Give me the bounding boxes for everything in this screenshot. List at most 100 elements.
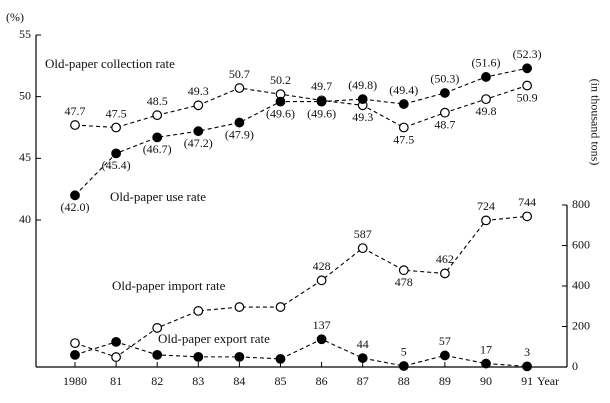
data-point: [440, 88, 450, 98]
data-point: [522, 63, 532, 74]
x-tick-label: 89: [439, 374, 451, 388]
data-point: [481, 72, 491, 82]
value-label: 587: [354, 227, 372, 241]
data-point: [152, 323, 163, 333]
y2-axis-label: (in thousand tons): [588, 79, 602, 166]
series-line: [74, 85, 528, 129]
x-tick-label: 85: [275, 374, 287, 388]
value-label: 3: [524, 345, 530, 359]
x-tick-label: 81: [110, 374, 122, 388]
data-point: [275, 302, 286, 312]
data-point: [111, 148, 121, 159]
data-point: [398, 361, 409, 371]
value-label: 478: [395, 275, 413, 289]
y2-tick-label: 200: [572, 318, 590, 332]
value-label: (49.6): [307, 106, 336, 120]
data-point: [70, 190, 80, 201]
value-label: 49.8: [476, 104, 497, 118]
value-label: (45.4): [102, 158, 131, 172]
x-tick-label: 1980: [63, 374, 87, 388]
data-point: [152, 349, 163, 360]
value-label: 50.9: [517, 90, 538, 104]
data-point: [316, 334, 327, 345]
value-label: (49.6): [266, 106, 295, 120]
x-tick-label: 83: [192, 374, 204, 388]
value-label: 44: [357, 337, 369, 351]
data-point: [357, 353, 368, 363]
data-point: [522, 80, 532, 91]
data-point: [111, 122, 121, 133]
value-label: 49.3: [188, 84, 209, 98]
data-point: [398, 122, 409, 133]
data-point: [316, 96, 327, 107]
y-tick-label: 55: [19, 27, 31, 41]
data-point: [440, 350, 450, 361]
y2-tick-label: 800: [572, 197, 590, 211]
value-label: 47.7: [65, 104, 86, 118]
value-label: 744: [518, 195, 536, 209]
value-label: 47.5: [393, 132, 414, 146]
data-point: [234, 83, 245, 93]
data-point: [111, 336, 121, 347]
data-point: [481, 215, 491, 226]
data-point: [70, 349, 80, 360]
data-point: [193, 126, 204, 137]
data-point: [522, 211, 532, 222]
value-label: 428: [313, 259, 331, 273]
value-label: 462: [436, 252, 454, 266]
y-axis-label: (%): [6, 10, 24, 24]
value-label: (47.2): [184, 136, 213, 150]
y-tick-label: 50: [19, 88, 31, 102]
y2-tick-label: 0: [572, 359, 578, 373]
data-point: [152, 132, 163, 143]
value-label: 48.5: [147, 94, 168, 108]
series-line: [74, 67, 528, 196]
x-tick-label: 91: [521, 374, 533, 388]
value-label: 137: [313, 318, 331, 332]
data-point: [398, 99, 409, 109]
y-tick-label: 40: [19, 212, 31, 226]
x-tick-label: 84: [233, 374, 245, 388]
series-name: Old-paper export rate: [158, 331, 270, 346]
x-tick-label: 82: [151, 374, 163, 388]
data-point: [440, 107, 450, 118]
x-tick-label: 90: [480, 374, 492, 388]
y2-tick-label: 400: [572, 278, 590, 292]
x-tick-label: 88: [398, 374, 410, 388]
data-point: [357, 243, 368, 254]
value-label: 50.7: [229, 67, 250, 81]
x-tick-label: 86: [316, 374, 328, 388]
value-label: (42.0): [61, 200, 90, 214]
data-point: [234, 117, 245, 128]
value-label: 724: [477, 199, 495, 213]
value-label: (51.6): [472, 56, 501, 70]
series-line: [74, 338, 528, 367]
data-point: [234, 302, 245, 312]
value-label: 48.7: [434, 117, 455, 131]
series-name: Old-paper import rate: [112, 278, 226, 293]
value-label: (46.7): [143, 142, 172, 156]
data-point: [111, 352, 121, 362]
y2-tick-label: 600: [572, 237, 590, 251]
data-point: [70, 120, 80, 130]
series-name: Old-paper use rate: [110, 189, 206, 204]
series-line: [74, 215, 528, 358]
data-point: [152, 110, 163, 121]
data-point: [522, 361, 532, 372]
data-point: [398, 265, 409, 276]
data-point: [440, 268, 450, 279]
y-tick-label: 45: [19, 150, 31, 164]
data-point: [234, 351, 245, 362]
x-tick-label: 87: [357, 374, 369, 388]
value-label: 47.5: [106, 106, 127, 120]
value-label: 50.2: [270, 73, 291, 87]
data-point: [275, 96, 286, 107]
value-label: (49.4): [389, 83, 418, 97]
series-name: Old-paper collection rate: [45, 56, 175, 71]
data-point: [193, 306, 204, 316]
value-label: 5: [401, 345, 407, 359]
value-label: 17: [480, 342, 492, 356]
data-point: [193, 351, 204, 362]
